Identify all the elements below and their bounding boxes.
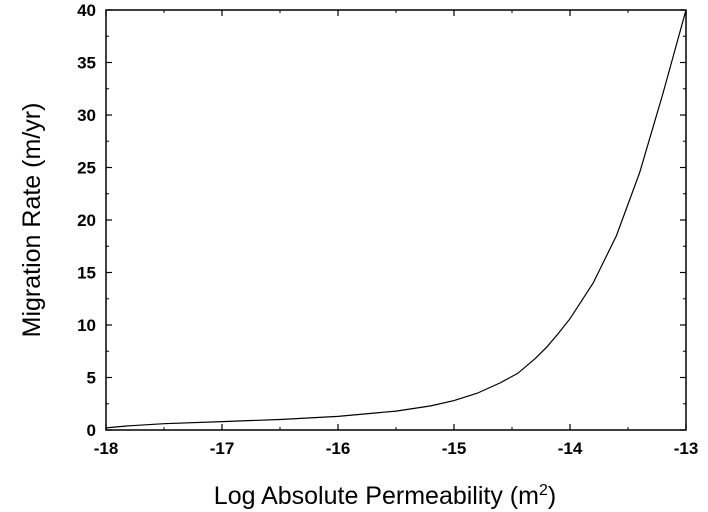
y-tick-label: 25 [77,159,96,178]
y-axis-title: Migration Rate (m/yr) [18,103,46,338]
x-tick-label: -18 [94,439,119,458]
x-tick-label: -17 [210,439,235,458]
plot-frame [105,9,687,431]
y-tick-label: 5 [87,369,96,388]
y-axis-ticks: 0 5 10 15 20 25 30 35 40 [77,1,686,440]
x-tick-label: -15 [442,439,467,458]
y-tick-label: 20 [77,211,96,230]
x-tick-label: -14 [558,439,583,458]
x-tick-label: -16 [326,439,351,458]
x-axis-title: Log Absolute Permeability (m2) [214,482,556,510]
y-tick-label: 35 [77,54,96,73]
y-tick-label: 15 [77,264,96,283]
x-axis-ticks: -18 -17 -16 -15 -14 -13 [94,10,699,458]
series-line [105,9,687,429]
y-tick-label: 0 [87,421,96,440]
y-tick-label: 10 [77,316,96,335]
x-tick-label: -13 [674,439,699,458]
y-tick-label: 40 [77,1,96,20]
y-tick-label: 30 [77,106,96,125]
